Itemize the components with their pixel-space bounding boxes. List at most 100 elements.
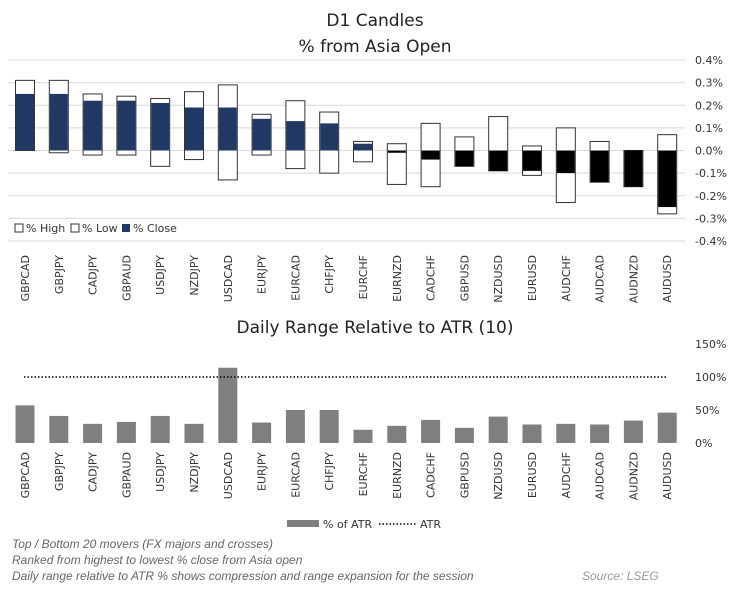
chart2-title: Daily Range Relative to ATR (10) <box>237 318 514 338</box>
y-tick-label: 100% <box>695 371 726 384</box>
category-label: USDJPY <box>154 452 167 492</box>
candle-body-audusd <box>658 150 677 208</box>
category-label: CADCHF <box>425 452 438 498</box>
category-label: GBPCAD <box>19 452 32 498</box>
candle-body-cadchf <box>421 150 440 160</box>
candle-body-audchf <box>556 150 575 174</box>
category-label: AUDCHF <box>560 255 573 301</box>
y-tick-label: -0.3% <box>695 212 727 225</box>
candle-body-usdjpy <box>151 102 170 151</box>
category-label: EURNZD <box>391 452 404 499</box>
legend-high-swatch <box>14 223 24 233</box>
category-label: CADCHF <box>425 255 438 301</box>
category-label: EURJPY <box>256 452 269 491</box>
legend-pct-atr: % of ATR <box>323 518 372 531</box>
category-label: EURCHF <box>357 452 370 496</box>
legend-atr: ATR <box>420 518 441 531</box>
category-label: CHFJPY <box>323 255 336 294</box>
legend-close-swatch <box>122 224 130 232</box>
candle-body-nzdusd <box>489 150 508 171</box>
candle-body-gbpaud <box>117 100 136 151</box>
atr-bar-eurnzd <box>387 425 407 443</box>
category-label: GBPJPY <box>53 255 66 294</box>
category-label: USDCAD <box>222 255 235 302</box>
category-label: GBPAUD <box>120 452 133 498</box>
category-label: NZDJPY <box>188 452 201 493</box>
atr-bar-chfjpy <box>319 410 339 443</box>
candle-body-eurcad <box>286 121 305 151</box>
y-tick-label: 0.4% <box>695 54 723 67</box>
candle-body-gbpusd <box>455 150 474 167</box>
y-tick-label: 0.2% <box>695 99 723 112</box>
chart1-subtitle: % from Asia Open <box>299 37 452 57</box>
y-tick-label: 0% <box>695 437 712 450</box>
atr-bar-audnzd <box>623 420 643 443</box>
category-label: AUDNZD <box>627 255 640 303</box>
category-label: NZDJPY <box>188 255 201 296</box>
candle-body-eurchf <box>354 143 372 151</box>
category-label: EURUSD <box>526 452 539 498</box>
legend-high: % High <box>26 222 65 235</box>
category-label: AUDUSD <box>661 255 674 303</box>
candle-body-eurjpy <box>252 118 271 151</box>
candle-range-eurnzd <box>386 143 407 185</box>
category-label: GBPUSD <box>458 255 471 301</box>
chart2-legend: % of ATR ATR <box>287 518 441 531</box>
atr-bar-usdcad <box>218 367 238 443</box>
category-label: EURNZD <box>391 255 404 302</box>
y-tick-label: 150% <box>695 338 726 351</box>
category-label: USDJPY <box>154 255 167 295</box>
atr-bar-gbpaud <box>116 421 136 443</box>
candle-body-gbpcad <box>16 93 34 151</box>
atr-bar-audcad <box>590 424 610 443</box>
category-label: EURJPY <box>256 255 269 294</box>
candle-body-usdcad <box>218 107 237 151</box>
legend-pct-atr-swatch <box>287 520 319 527</box>
atr-bar-nzdusd <box>488 416 508 443</box>
note-2: Ranked from highest to lowest % close fr… <box>12 553 303 567</box>
candle-body-audcad <box>590 150 609 183</box>
atr-bar-eurchf <box>353 429 373 443</box>
legend-close: % Close <box>133 222 177 235</box>
y-tick-label: 0.3% <box>695 77 723 90</box>
note-1: Top / Bottom 20 movers (FX majors and cr… <box>12 537 273 551</box>
candle-body-gbpjpy <box>49 93 68 151</box>
candle-body-eurnzd <box>387 150 406 153</box>
y-tick-label: 0.0% <box>695 145 723 158</box>
source-label: Source: LSEG <box>582 569 659 583</box>
chart1-title: D1 Candles <box>326 11 423 31</box>
atr-bar-cadjpy <box>83 423 103 443</box>
atr-bar-eurusd <box>522 424 542 443</box>
category-label: AUDCHF <box>560 452 573 498</box>
category-label: EURCHF <box>357 255 370 299</box>
category-label: EURCAD <box>289 255 302 301</box>
y-tick-label: 50% <box>695 404 719 417</box>
category-label: AUDNZD <box>627 452 640 500</box>
y-tick-label: -0.2% <box>695 190 727 203</box>
candle-body-chfjpy <box>320 123 339 151</box>
atr-bar-gbpusd <box>454 427 474 443</box>
category-label: CHFJPY <box>323 452 336 491</box>
category-label: NZDUSD <box>492 255 505 303</box>
category-label: USDCAD <box>222 452 235 499</box>
category-label: GBPCAD <box>19 255 32 301</box>
category-label: EURUSD <box>526 255 539 301</box>
legend-low-swatch <box>70 223 80 233</box>
category-label: AUDCAD <box>594 452 607 500</box>
category-label: GBPAUD <box>120 255 133 301</box>
y-tick-label: -0.4% <box>695 235 727 248</box>
candle-body-audnzd <box>624 150 643 187</box>
note-3: Daily range relative to ATR % shows comp… <box>12 569 474 583</box>
atr-bar-eurjpy <box>252 422 272 443</box>
atr-bar-gbpcad <box>15 405 35 443</box>
category-label: CADJPY <box>87 452 100 492</box>
atr-bar-audchf <box>556 423 576 443</box>
category-label: EURCAD <box>289 452 302 498</box>
candle-body-nzdjpy <box>185 107 203 151</box>
legend-low: % Low <box>82 222 118 235</box>
category-label: NZDUSD <box>492 452 505 500</box>
atr-bar-nzdjpy <box>184 423 204 443</box>
y-tick-label: 0.1% <box>695 122 723 135</box>
category-label: AUDCAD <box>594 255 607 303</box>
